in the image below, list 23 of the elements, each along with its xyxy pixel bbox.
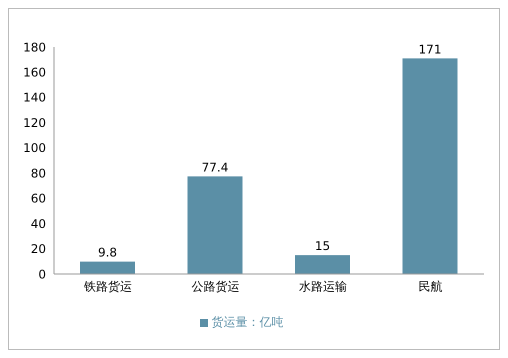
legend-label: 货运量：亿吨 xyxy=(212,315,284,329)
x-tick-label: 水路运输 xyxy=(298,280,347,294)
y-tick-label: 120 xyxy=(23,116,46,130)
y-tick-label: 140 xyxy=(23,90,46,105)
x-tick-label: 民航 xyxy=(418,280,442,294)
data-label: 9.8 xyxy=(98,246,118,260)
x-tick-label: 公路货运 xyxy=(191,280,240,294)
y-tick-label: 180 xyxy=(23,40,46,54)
y-tick-label: 100 xyxy=(23,141,46,156)
bar xyxy=(188,176,242,274)
data-label: 77.4 xyxy=(202,160,228,174)
bar xyxy=(295,255,350,274)
y-tick-label: 20 xyxy=(30,242,46,256)
y-tick-label: 60 xyxy=(30,192,46,206)
bar xyxy=(402,58,458,274)
y-tick-label: 0 xyxy=(38,267,46,282)
bar xyxy=(80,262,135,274)
y-tick-label: 40 xyxy=(30,216,46,231)
x-tick-label: 铁路货运 xyxy=(82,280,132,294)
data-label: 171 xyxy=(418,42,442,56)
y-tick-label: 80 xyxy=(30,166,46,180)
y-tick-label: 160 xyxy=(23,65,46,80)
data-label: 15 xyxy=(314,239,330,254)
